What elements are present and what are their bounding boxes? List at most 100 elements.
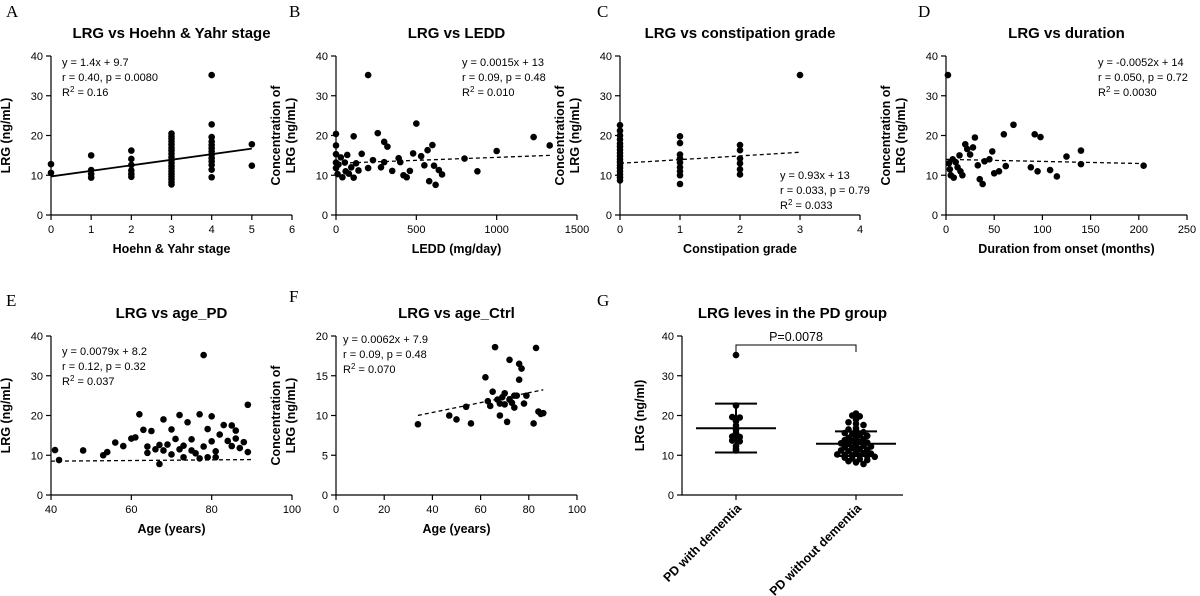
y-axis-label: Concentration ofLRG (ng/mL) xyxy=(879,85,908,186)
data-point xyxy=(956,152,963,159)
stat-line: r = 0.033, p = 0.79 xyxy=(780,185,870,197)
data-point xyxy=(474,167,481,175)
data-point xyxy=(501,401,509,408)
x-tick-label: 50 xyxy=(988,224,1000,236)
data-point xyxy=(736,171,744,178)
y-tick-label: 15 xyxy=(316,371,328,383)
data-point xyxy=(462,403,470,411)
x-tick-label: 80 xyxy=(206,504,218,516)
x-tick-label: 3 xyxy=(168,224,174,236)
y-tick-label: 20 xyxy=(600,131,612,143)
data-point xyxy=(248,140,256,148)
data-point xyxy=(369,156,377,164)
data-point xyxy=(200,351,207,359)
data-point xyxy=(736,438,744,445)
data-point xyxy=(1027,164,1035,171)
panel-label: G xyxy=(597,291,609,310)
data-point xyxy=(530,133,537,141)
data-point xyxy=(224,437,232,445)
data-point xyxy=(240,438,248,446)
data-point xyxy=(491,343,499,351)
data-point xyxy=(421,162,428,169)
y-axis-label: Concentration ofLRG (ng/mL) xyxy=(269,85,298,186)
data-point xyxy=(430,162,438,170)
data-point xyxy=(1046,166,1054,174)
data-point xyxy=(539,409,547,417)
y-axis-label-line: LRG (ng/mL) xyxy=(284,378,298,454)
data-point xyxy=(208,173,215,181)
data-point xyxy=(208,121,215,128)
data-point xyxy=(530,420,537,427)
x-axis-label: Age (years) xyxy=(422,522,490,536)
y-axis-label-line: LRG (ng/mL) xyxy=(0,378,13,454)
data-point xyxy=(180,453,187,461)
data-point xyxy=(103,448,111,456)
data-point xyxy=(196,455,203,462)
data-point xyxy=(414,420,422,428)
data-point xyxy=(208,166,215,173)
data-point xyxy=(796,71,804,79)
data-point xyxy=(212,447,219,455)
data-point xyxy=(403,173,410,181)
data-point xyxy=(216,431,223,438)
data-point xyxy=(208,438,215,445)
y-tick-label: 40 xyxy=(31,51,43,63)
data-point xyxy=(384,143,391,150)
data-point xyxy=(952,158,959,166)
data-point xyxy=(501,389,509,397)
x-tick-label: 100 xyxy=(283,504,301,516)
data-point xyxy=(974,162,982,169)
data-point xyxy=(503,418,511,426)
y-axis-label: Concentration ofLRG (ng/mL) xyxy=(269,365,298,466)
data-point xyxy=(944,71,952,79)
data-point xyxy=(51,446,59,454)
x-tick-label: 2 xyxy=(737,224,743,236)
y-tick-label: 40 xyxy=(662,331,674,343)
data-point xyxy=(438,171,446,178)
data-point xyxy=(111,439,119,446)
x-tick-label: 40 xyxy=(426,504,438,516)
y-tick-label: 20 xyxy=(316,131,328,143)
x-tick-label: 20 xyxy=(378,504,390,516)
data-point xyxy=(156,460,163,468)
category-label: PD with dementia xyxy=(661,500,745,584)
stat-line: y = -0.0052x + 14 xyxy=(1098,57,1184,69)
stat-line: R2 = 0.16 xyxy=(62,85,108,100)
y-axis-label-line: LRG (ng/mL) xyxy=(284,98,298,174)
data-point xyxy=(388,167,396,175)
data-point xyxy=(546,142,553,149)
data-point xyxy=(482,374,489,381)
data-point xyxy=(184,418,191,426)
data-point xyxy=(736,160,744,167)
x-tick-label: 6 xyxy=(289,224,295,236)
y-tick-label: 30 xyxy=(600,91,612,103)
data-point xyxy=(493,147,500,155)
data-point xyxy=(1002,162,1010,170)
data-point xyxy=(192,449,199,457)
data-point xyxy=(332,150,340,158)
data-point xyxy=(1077,160,1085,168)
data-point xyxy=(1000,131,1008,138)
regression-line xyxy=(335,154,553,164)
stat-line: R2 = 0.037 xyxy=(62,374,114,389)
data-point xyxy=(47,169,55,177)
data-point xyxy=(489,388,496,395)
data-point xyxy=(188,436,195,443)
data-point xyxy=(244,448,252,456)
y-axis-label: Concentration ofLRG (ng/mL) xyxy=(0,85,13,186)
data-point xyxy=(380,158,388,166)
x-tick-label: 200 xyxy=(1130,224,1148,236)
stat-line: y = 0.0079x + 8.2 xyxy=(62,346,147,358)
data-point xyxy=(352,160,360,167)
x-tick-label: 80 xyxy=(523,504,535,516)
regression-line xyxy=(50,147,252,178)
data-point xyxy=(358,150,366,158)
y-tick-label: 30 xyxy=(316,91,328,103)
x-tick-label: 0 xyxy=(48,224,54,236)
y-tick-label: 20 xyxy=(316,331,328,343)
x-tick-label: 500 xyxy=(407,224,425,236)
data-point xyxy=(236,444,244,452)
